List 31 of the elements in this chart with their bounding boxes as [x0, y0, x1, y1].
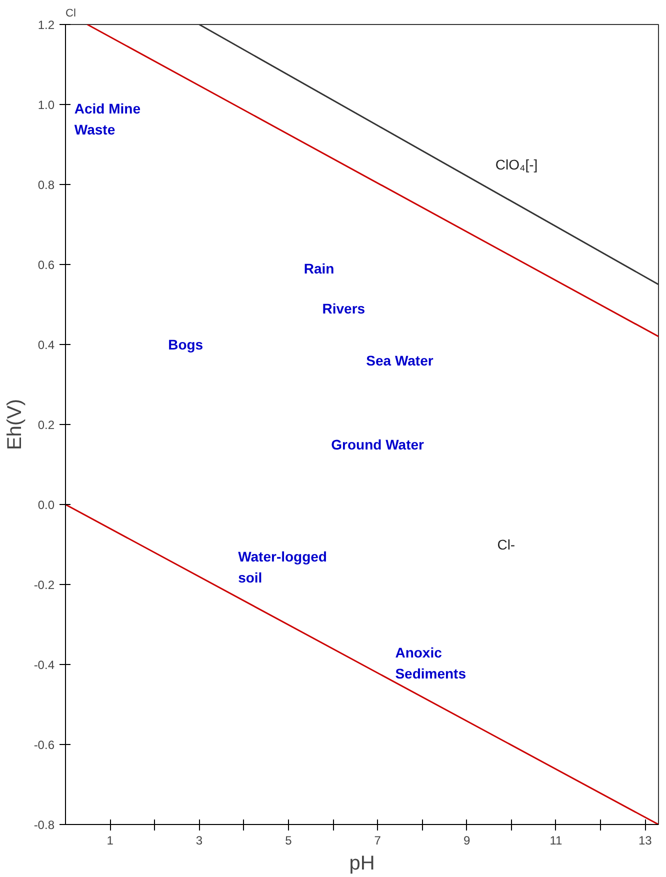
y-tick-label: 0.0 — [38, 498, 55, 512]
x-axis-title: pH — [349, 852, 375, 874]
x-tick-label: 1 — [106, 834, 114, 848]
annotation: Anoxic Sediments — [395, 644, 466, 682]
y-tick-label: 0.2 — [38, 418, 55, 432]
y-tick-label: -0.2 — [34, 578, 55, 592]
y-tick-label: -0.6 — [34, 738, 55, 752]
x-tick-label: 5 — [285, 834, 292, 848]
x-tick-label: 13 — [638, 834, 652, 848]
x-tick-label: 9 — [463, 834, 470, 848]
annotation: Acid Mine Waste — [74, 100, 141, 138]
annotation: Sea Water — [366, 352, 434, 368]
y-tick-label: 0.8 — [38, 178, 55, 192]
y-tick-label: 0.4 — [38, 338, 55, 352]
y-axis-title: Eh(V) — [4, 398, 26, 450]
annotation: Bogs — [168, 336, 204, 352]
annotation: Rain — [304, 260, 334, 276]
x-tick-label: 11 — [550, 834, 563, 848]
y-tick-label: 0.6 — [38, 258, 55, 272]
annotation: Rivers — [322, 300, 366, 316]
y-tick-label: 1.2 — [38, 18, 55, 32]
annotation: Ground Water — [331, 436, 425, 452]
chart-title: Cl — [66, 8, 76, 20]
y-tick-label: -0.8 — [34, 818, 55, 832]
annotation: Water-logged soil — [238, 548, 327, 586]
x-tick-label: 3 — [196, 834, 203, 848]
y-tick-label: -0.4 — [34, 658, 55, 672]
annotation: Cl- — [497, 536, 516, 552]
y-tick-label: 1.0 — [38, 98, 55, 112]
x-tick-label: 7 — [374, 834, 382, 848]
annotation: ClO₄[-] — [495, 156, 538, 172]
